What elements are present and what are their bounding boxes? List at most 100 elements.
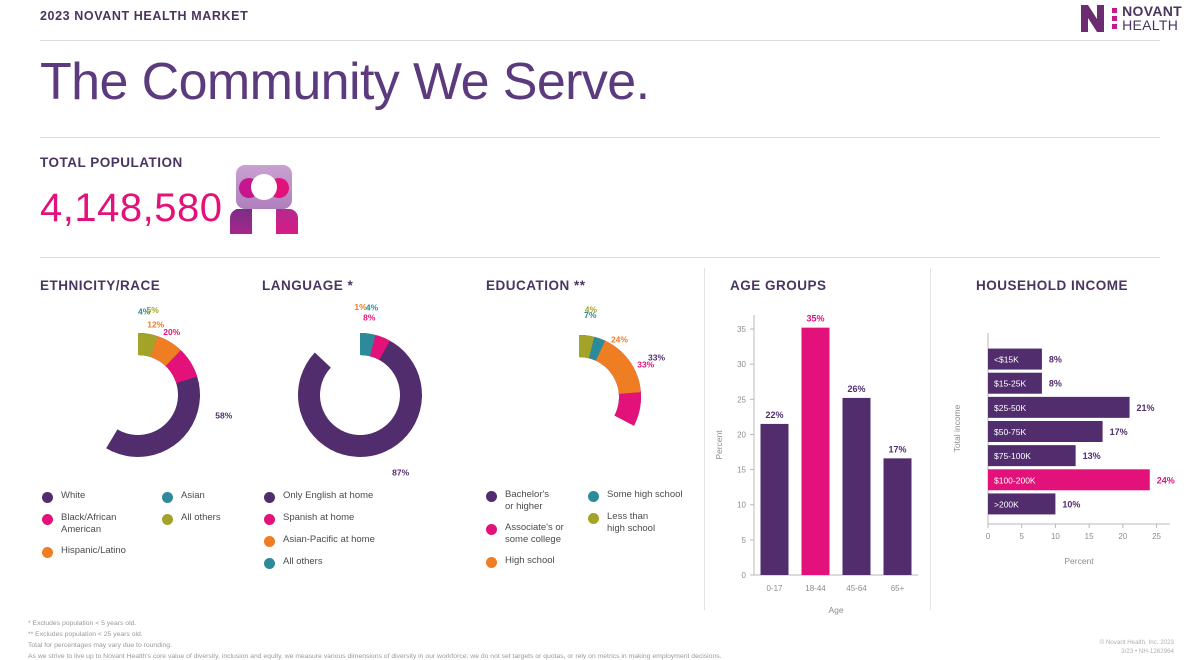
legend-color-swatch — [162, 514, 173, 525]
legend-item-label: Only English at home — [283, 490, 374, 501]
svg-text:65+: 65+ — [891, 584, 905, 593]
footnote-line: * Excludes population < 5 years old. — [28, 620, 137, 627]
svg-text:$25-50K: $25-50K — [994, 403, 1026, 413]
svg-text:58%: 58% — [215, 410, 232, 420]
legend-item: All others — [162, 512, 252, 525]
svg-text:4%: 4% — [366, 303, 379, 313]
legend-item-label: Some high school — [607, 489, 683, 500]
donut-chart-ethnicity: 58% 20% 12% 4% 5% — [50, 305, 252, 482]
legend-color-swatch — [42, 492, 53, 503]
logo-line-1: NOVANT — [1122, 2, 1182, 19]
svg-text:22%: 22% — [765, 410, 783, 420]
logo-dots-icon — [1112, 7, 1118, 29]
legend-item-label: Hispanic/Latino — [61, 544, 126, 556]
footnote-line: ** Excludes population < 25 years old. — [28, 631, 143, 638]
svg-text:>200K: >200K — [994, 499, 1019, 509]
svg-text:30: 30 — [737, 360, 746, 369]
legend-item: Black/African American — [42, 512, 162, 536]
legend-item-label: Associate's or some college — [505, 521, 564, 545]
panel-title-language: LANGUAGE * — [262, 278, 354, 293]
svg-text:8%: 8% — [363, 312, 376, 322]
svg-text:20%: 20% — [163, 327, 180, 337]
svg-text:17%: 17% — [888, 444, 906, 454]
legend-item-label: Asian-Pacific at home — [283, 534, 375, 545]
svg-text:10: 10 — [737, 501, 746, 510]
novant-health-logo: NOVANT HEALTH — [1081, 3, 1182, 33]
footnotes: * Excludes population < 5 years old. ** … — [28, 618, 722, 660]
svg-text:12%: 12% — [147, 319, 164, 329]
svg-text:0: 0 — [742, 571, 747, 580]
svg-text:8%: 8% — [1049, 379, 1062, 389]
legend-language: Only English at home Spanish at home Asi… — [264, 490, 472, 578]
legend-item: High school — [486, 555, 588, 568]
legend-education: Bachelor's or higher Associate's or some… — [486, 489, 694, 577]
legend-item: White — [42, 490, 162, 503]
legend-item-label: Bachelor's or higher — [505, 489, 550, 512]
legend-color-swatch — [264, 492, 275, 503]
panel-age-groups: AGE GROUPS 0 5 10 15 20 25 30 35 22% 0-17 35% 18-44… — [714, 278, 923, 628]
svg-text:7%: 7% — [584, 310, 597, 320]
legend-item: Only English at home — [264, 490, 444, 503]
svg-text:5: 5 — [1019, 532, 1024, 541]
svg-text:15: 15 — [1085, 532, 1094, 541]
svg-text:0-17: 0-17 — [766, 584, 783, 593]
legend-item-label: Less than high school — [607, 511, 656, 534]
divider-mid — [40, 137, 1160, 138]
svg-text:0: 0 — [986, 532, 991, 541]
svg-text:10%: 10% — [1062, 499, 1080, 509]
svg-text:20: 20 — [737, 430, 746, 439]
legend-item-label: All others — [283, 556, 323, 567]
panel-title-ethnicity: ETHNICITY/RACE — [40, 278, 161, 293]
svg-text:4%: 4% — [138, 307, 151, 317]
svg-text:20: 20 — [1118, 532, 1127, 541]
legend-item: All others — [264, 556, 444, 569]
legend-color-swatch — [264, 558, 275, 569]
legend-item: Asian — [162, 490, 252, 503]
bar-chart-age-groups: 0 5 10 15 20 25 30 35 22% 0-17 35% 18-44 26% 45-64 17%… — [708, 303, 923, 628]
divider-vertical-right — [930, 268, 931, 610]
bar-chart-household-income: 0 5 10 15 20 25 <$15K 8% $15-25K 8% $25-50K 21% $50-… — [948, 319, 1178, 579]
svg-text:Total income: Total income — [952, 404, 962, 452]
legend-item: Some high school — [588, 489, 688, 502]
svg-text:25: 25 — [1152, 532, 1161, 541]
logo-wordmark: NOVANT HEALTH — [1122, 2, 1182, 32]
svg-text:17%: 17% — [1110, 427, 1128, 437]
legend-item-label: Asian — [181, 490, 205, 501]
total-population-value: 4,148,580 — [40, 186, 223, 230]
legend-item-label: High school — [505, 554, 555, 566]
svg-text:$50-75K: $50-75K — [994, 427, 1026, 437]
divider-vertical-left — [704, 268, 705, 610]
panel-title-age-groups: AGE GROUPS — [730, 278, 827, 293]
svg-text:10: 10 — [1051, 532, 1060, 541]
svg-text:35%: 35% — [806, 314, 824, 324]
svg-text:4%: 4% — [585, 305, 598, 315]
legend-item: Asian-Pacific at home — [264, 534, 444, 547]
svg-text:21%: 21% — [1137, 403, 1155, 413]
svg-text:26%: 26% — [847, 384, 865, 394]
legend-color-swatch — [264, 514, 275, 525]
donut-chart-education: 33% 33% 24% 7% 4% — [494, 305, 694, 487]
copyright: © Novant Health, Inc. 2023 3/23 • NH-126… — [1100, 638, 1174, 657]
svg-text:18-44: 18-44 — [805, 584, 826, 593]
legend-item-label: Spanish at home — [283, 512, 355, 523]
divider-bottom — [40, 257, 1160, 258]
legend-item: Hispanic/Latino — [42, 545, 162, 558]
legend-color-swatch — [42, 546, 53, 558]
svg-text:8%: 8% — [1049, 355, 1062, 365]
legend-color-swatch — [588, 513, 599, 524]
svg-text:Percent: Percent — [1064, 556, 1094, 566]
legend-item-label: Black/African American — [61, 512, 117, 535]
svg-text:45-64: 45-64 — [846, 584, 867, 593]
page-eyebrow: 2023 NOVANT HEALTH MARKET — [40, 9, 249, 23]
panel-household-income: HOUSEHOLD INCOME 0 5 10 15 20 25 <$15K 8% $15-25… — [952, 278, 1178, 579]
logo-n-icon — [1081, 4, 1107, 32]
copyright-line-1: © Novant Health, Inc. 2023 — [1099, 639, 1174, 646]
legend-item: Less than high school — [588, 511, 688, 535]
legend-color-swatch — [162, 492, 173, 503]
svg-text:25: 25 — [737, 395, 746, 404]
svg-text:$100-200K: $100-200K — [994, 475, 1036, 485]
legend-item-label: All others — [181, 512, 221, 523]
footnote-line: As we strive to live up to Novant Health… — [28, 653, 722, 660]
svg-text:$75-100K: $75-100K — [994, 451, 1031, 461]
